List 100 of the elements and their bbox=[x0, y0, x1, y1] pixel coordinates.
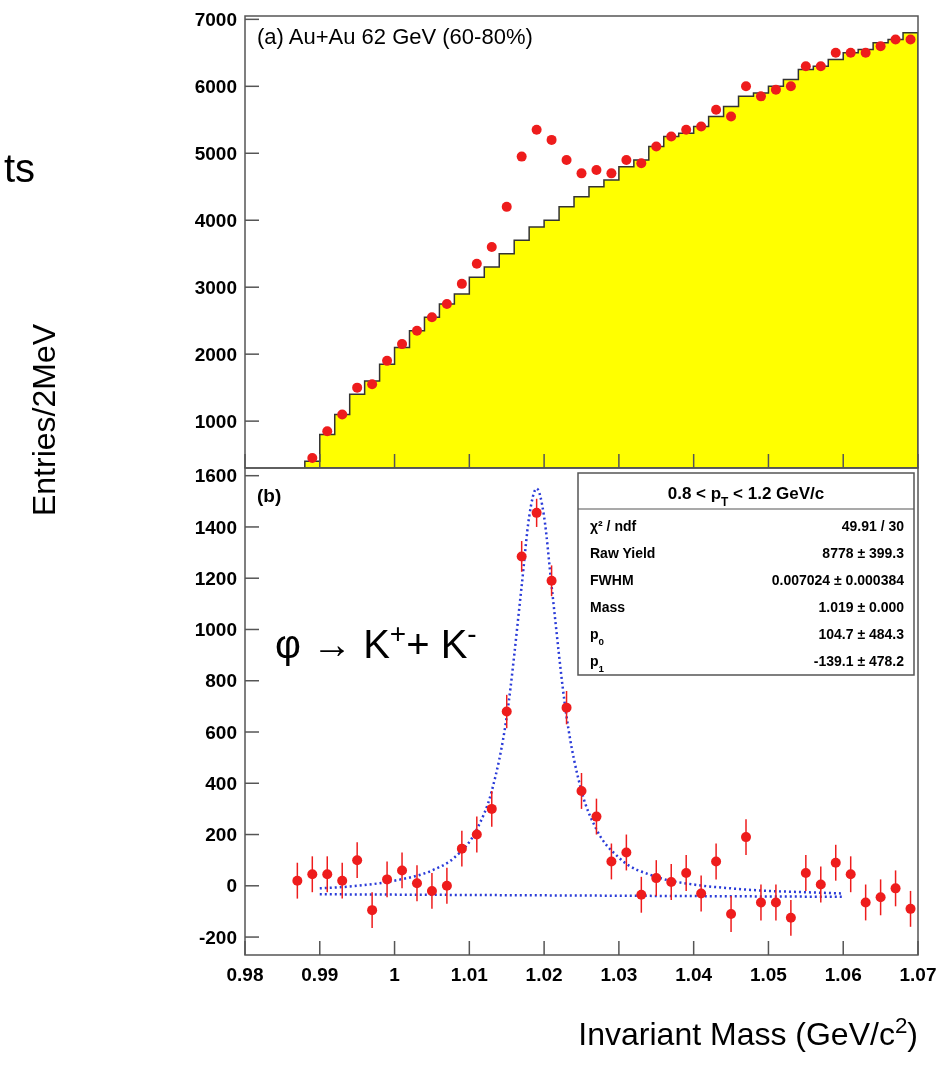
point bbox=[367, 905, 378, 916]
point bbox=[606, 168, 617, 179]
point bbox=[486, 242, 497, 253]
y-tick-label: -200 bbox=[198, 926, 237, 948]
y-tick-label: 600 bbox=[205, 721, 237, 743]
point bbox=[815, 61, 826, 72]
point bbox=[307, 869, 318, 880]
point bbox=[516, 551, 527, 562]
annotation: FWHM bbox=[590, 572, 634, 588]
x-tick-label: 1.03 bbox=[600, 964, 638, 985]
y-tick-label: 1200 bbox=[194, 567, 237, 589]
point bbox=[501, 706, 512, 717]
point bbox=[456, 278, 467, 289]
point bbox=[441, 298, 452, 309]
annotation: 8778 ± 399.3 bbox=[822, 545, 905, 561]
point bbox=[711, 104, 722, 115]
point bbox=[770, 84, 781, 95]
point bbox=[561, 154, 572, 165]
point bbox=[875, 41, 886, 52]
point bbox=[471, 829, 482, 840]
annotation: Raw Yield bbox=[590, 545, 656, 561]
annotation: 104.7 ± 484.3 bbox=[818, 626, 905, 642]
x-tick-label: 1 bbox=[389, 964, 401, 985]
point bbox=[322, 426, 333, 437]
point bbox=[397, 339, 408, 350]
point bbox=[666, 131, 677, 142]
point bbox=[666, 876, 677, 887]
point bbox=[561, 702, 572, 713]
point bbox=[875, 892, 886, 903]
y-tick-label: 7000 bbox=[194, 9, 237, 30]
point bbox=[726, 908, 737, 919]
point bbox=[486, 803, 497, 814]
point bbox=[576, 785, 587, 796]
annotation: χ² / ndf bbox=[590, 518, 637, 534]
point bbox=[426, 885, 437, 896]
y-tick-label: 1000 bbox=[194, 410, 237, 432]
point bbox=[815, 879, 826, 890]
point bbox=[830, 857, 841, 868]
point bbox=[576, 168, 587, 179]
point bbox=[307, 452, 318, 463]
y-tick-label: 5000 bbox=[194, 142, 237, 164]
point bbox=[741, 81, 752, 92]
point bbox=[471, 258, 482, 269]
point bbox=[456, 843, 467, 854]
point bbox=[860, 47, 871, 58]
annotation: Mass bbox=[590, 599, 626, 615]
point bbox=[651, 873, 662, 884]
point bbox=[591, 811, 602, 822]
point bbox=[755, 897, 766, 908]
point bbox=[337, 409, 348, 420]
point bbox=[501, 201, 512, 212]
point bbox=[711, 856, 722, 867]
point bbox=[741, 832, 752, 843]
annotation: 49.91 / 30 bbox=[841, 518, 905, 534]
point bbox=[621, 154, 632, 165]
point bbox=[516, 151, 527, 162]
annotation: 1.019 ± 0.000 bbox=[818, 599, 905, 615]
point bbox=[382, 874, 393, 885]
point bbox=[591, 165, 602, 176]
point bbox=[785, 81, 796, 92]
x-axis-title: Invariant Mass (GeV/c$^{2}$) bbox=[578, 1012, 918, 1052]
point bbox=[681, 867, 692, 878]
y-tick-label: 6000 bbox=[194, 75, 237, 97]
y-tick-label: 800 bbox=[205, 670, 237, 692]
point bbox=[905, 903, 916, 914]
y-tick-label: 200 bbox=[205, 824, 237, 846]
point bbox=[830, 47, 841, 58]
point bbox=[531, 124, 542, 135]
y-tick-label: 3000 bbox=[194, 276, 237, 298]
point bbox=[367, 379, 378, 390]
point bbox=[382, 355, 393, 366]
y-tick-label: 1600 bbox=[194, 465, 237, 487]
point bbox=[397, 865, 408, 876]
point bbox=[696, 888, 707, 899]
y-tick-label: 1400 bbox=[194, 516, 237, 538]
annotation: 0.007024 ± 0.000384 bbox=[771, 572, 905, 588]
point bbox=[651, 141, 662, 152]
point bbox=[292, 875, 303, 886]
point bbox=[681, 124, 692, 135]
point bbox=[352, 382, 363, 393]
x-tick-label: 1.05 bbox=[749, 964, 788, 985]
point bbox=[441, 880, 452, 891]
point bbox=[905, 34, 916, 45]
point bbox=[546, 575, 557, 586]
text: ts bbox=[4, 146, 36, 190]
x-tick-label: 1.02 bbox=[525, 964, 563, 985]
point bbox=[322, 869, 333, 880]
annotation: -139.1 ± 478.2 bbox=[813, 653, 905, 669]
point bbox=[531, 507, 542, 518]
point bbox=[845, 47, 856, 58]
x-tick-label: 1.07 bbox=[899, 964, 937, 985]
point bbox=[890, 883, 901, 894]
point bbox=[770, 897, 781, 908]
annotation: (a) Au+Au 62 GeV (60-80%) bbox=[257, 24, 533, 49]
point bbox=[636, 889, 647, 900]
point bbox=[411, 878, 422, 889]
annotation: 0.8 < p$_{T}$ < 1.2 GeV/c bbox=[667, 484, 825, 509]
point bbox=[426, 312, 437, 323]
annotation: (b) bbox=[257, 485, 282, 506]
point bbox=[546, 134, 557, 145]
